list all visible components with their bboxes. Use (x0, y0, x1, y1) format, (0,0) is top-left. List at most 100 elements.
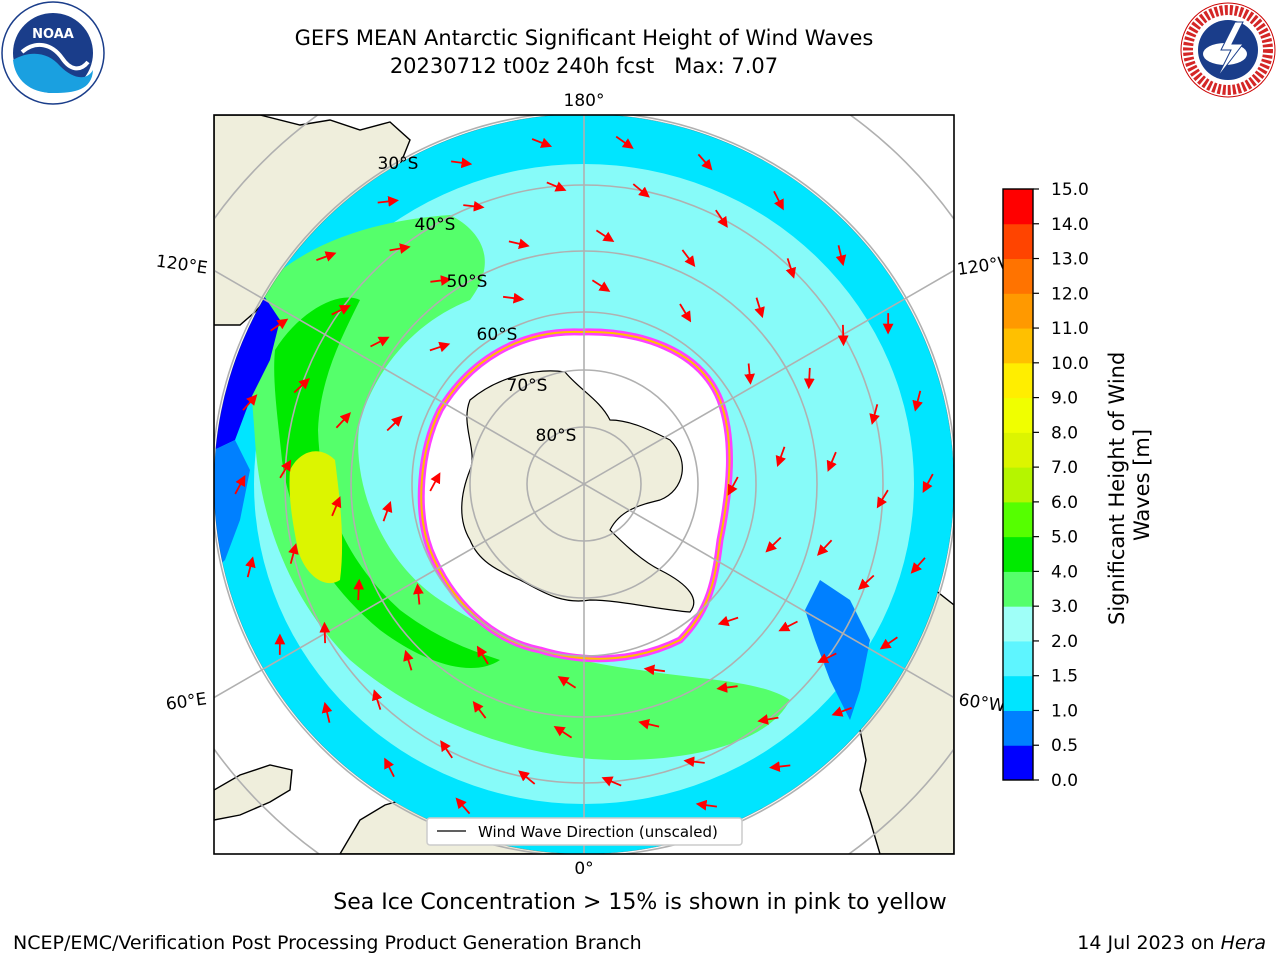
wind-wave-arrow (831, 706, 852, 717)
map-frame (213, 114, 955, 855)
wind-wave-arrow (757, 714, 779, 725)
wind-wave-arrow (826, 451, 837, 472)
wind-wave-arrow (773, 190, 784, 211)
colorbar-segment (1003, 223, 1033, 260)
colorbar-tick-label: 3.0 (1051, 597, 1078, 617)
wind-wave-arrow (557, 676, 577, 689)
wind-wave-arrow (632, 183, 650, 198)
lat-label-30s: 30°S (378, 154, 419, 174)
wind-wave-arrow (769, 761, 791, 772)
wind-wave-arrow (403, 649, 414, 671)
colorbar-tick-label: 10.0 (1051, 354, 1089, 374)
footer-date-text: 14 Jul 2023 on (1077, 932, 1221, 954)
colorbar-tick-label: 0.5 (1051, 736, 1078, 756)
footer-credit: NCEP/EMC/Verification Post Processing Pr… (13, 932, 642, 954)
wind-wave-arrow (440, 740, 453, 759)
wind-wave-arrow (803, 367, 815, 390)
wind-wave-arrow (715, 209, 728, 228)
wind-wave-arrow (615, 135, 634, 149)
colorbar-segment (1003, 362, 1033, 399)
wind-wave-arrow (744, 363, 755, 385)
wind-wave-arrow (386, 415, 403, 432)
colorbar-segment (1003, 745, 1033, 781)
wind-wave-arrow (837, 324, 849, 347)
colorbar-tick-label: 12.0 (1051, 284, 1089, 304)
colorbar-segment (1003, 501, 1033, 538)
wind-wave-arrow (869, 404, 880, 425)
colorbar-segment (1003, 640, 1033, 677)
colorbar-tick-label: 9.0 (1051, 389, 1078, 409)
wind-wave-arrow (455, 797, 471, 815)
wind-wave-arrow (697, 153, 713, 171)
wind-wave-arrow (601, 776, 622, 787)
lat-label-50s: 50°S (447, 272, 488, 292)
colorbar-segment (1003, 397, 1033, 433)
chart-subtitle: 20230712 t00z 240h fcst Max: 7.07 (389, 54, 779, 78)
wind-wave-arrow (335, 412, 351, 429)
wind-wave-arrow (270, 318, 289, 332)
colorbar-label-line1: Significant Height of Wind (1105, 352, 1129, 625)
colorbar-tick-label: 13.0 (1051, 250, 1089, 270)
lon-label-120e: 120°E (155, 252, 209, 279)
wind-wave-arrow (643, 664, 666, 676)
colorbar-segment (1003, 710, 1033, 746)
colorbar-segment (1003, 467, 1033, 503)
colorbar-tick-label: 14.0 (1051, 215, 1089, 235)
sea-ice-note: Sea Ice Concentration > 15% is shown in … (333, 890, 947, 915)
colorbar-segment (1003, 189, 1033, 225)
wind-wave-arrow (353, 578, 365, 601)
wind-wave-arrow (591, 279, 611, 292)
colorbar-segment (1003, 536, 1033, 572)
footer-date: 14 Jul 2023 on Hera (1077, 932, 1266, 954)
wind-wave-arrow (508, 238, 530, 250)
colorbar-ticks: 0.0 0.5 1.0 1.5 2.0 3.0 4.0 5.0 6.0 7.0 8.0 9.0 10.0… (1033, 180, 1089, 791)
wind-wave-arrow (695, 799, 718, 811)
wind-wave-arrow (430, 275, 452, 286)
wind-wave-arrow (727, 476, 739, 496)
wind-wave-arrow (876, 489, 889, 509)
wind-wave-arrow (472, 700, 487, 719)
wind-wave-arrow (372, 689, 383, 710)
colorbar (1003, 189, 1033, 781)
lat-label-70s: 70°S (507, 376, 548, 396)
wind-wave-arrow (319, 621, 331, 644)
wind-wave-arrow (785, 258, 796, 279)
wind-wave-arrow (778, 620, 798, 632)
colorbar-tick-label: 4.0 (1051, 562, 1078, 582)
wind-wave-arrow (518, 770, 536, 785)
wind-wave-arrow (817, 539, 833, 556)
colorbar-tick-label: 15.0 (1051, 180, 1089, 200)
wind-wave-arrow (293, 378, 310, 394)
wind-wave-arrow (502, 292, 525, 304)
wind-wave-arrow (817, 652, 837, 663)
wind-wave-arrow (717, 615, 739, 627)
wind-wave-arrow (331, 496, 342, 517)
wind-wave-arrow (331, 305, 351, 316)
colorbar-tick-label: 2.0 (1051, 632, 1078, 652)
wind-wave-arrow (835, 245, 847, 267)
wind-wave-arrow (429, 341, 451, 353)
wind-wave-arrow (242, 394, 258, 411)
wind-wave-arrow (321, 701, 333, 723)
wind-wave-arrow (912, 390, 923, 412)
wind-wave-arrow (638, 718, 660, 730)
colorbar-tick-label: 7.0 (1051, 458, 1078, 478)
wind-wave-arrow (413, 583, 424, 605)
wind-wave-arrow (546, 181, 567, 192)
wind-wave-arrow (765, 536, 782, 553)
noaa-logo-text: NOAA (32, 27, 74, 42)
colorbar-segment (1003, 571, 1033, 607)
lon-label-60e: 60°E (165, 689, 208, 714)
wind-wave-arrow (370, 336, 390, 348)
wind-wave-arrow (288, 543, 299, 564)
wind-wave-arrow (316, 251, 337, 262)
wind-wave-arrow (754, 297, 765, 319)
wind-wave-arrow (531, 137, 553, 148)
arrow-legend: Wind Wave Direction (unscaled) (426, 817, 743, 846)
wind-wave-arrow (679, 303, 692, 323)
lat-label-80s: 80°S (536, 426, 577, 446)
graticule (214, 115, 954, 854)
colorbar-tick-label: 0.0 (1051, 771, 1078, 791)
colorbar-tick-label: 11.0 (1051, 319, 1089, 339)
